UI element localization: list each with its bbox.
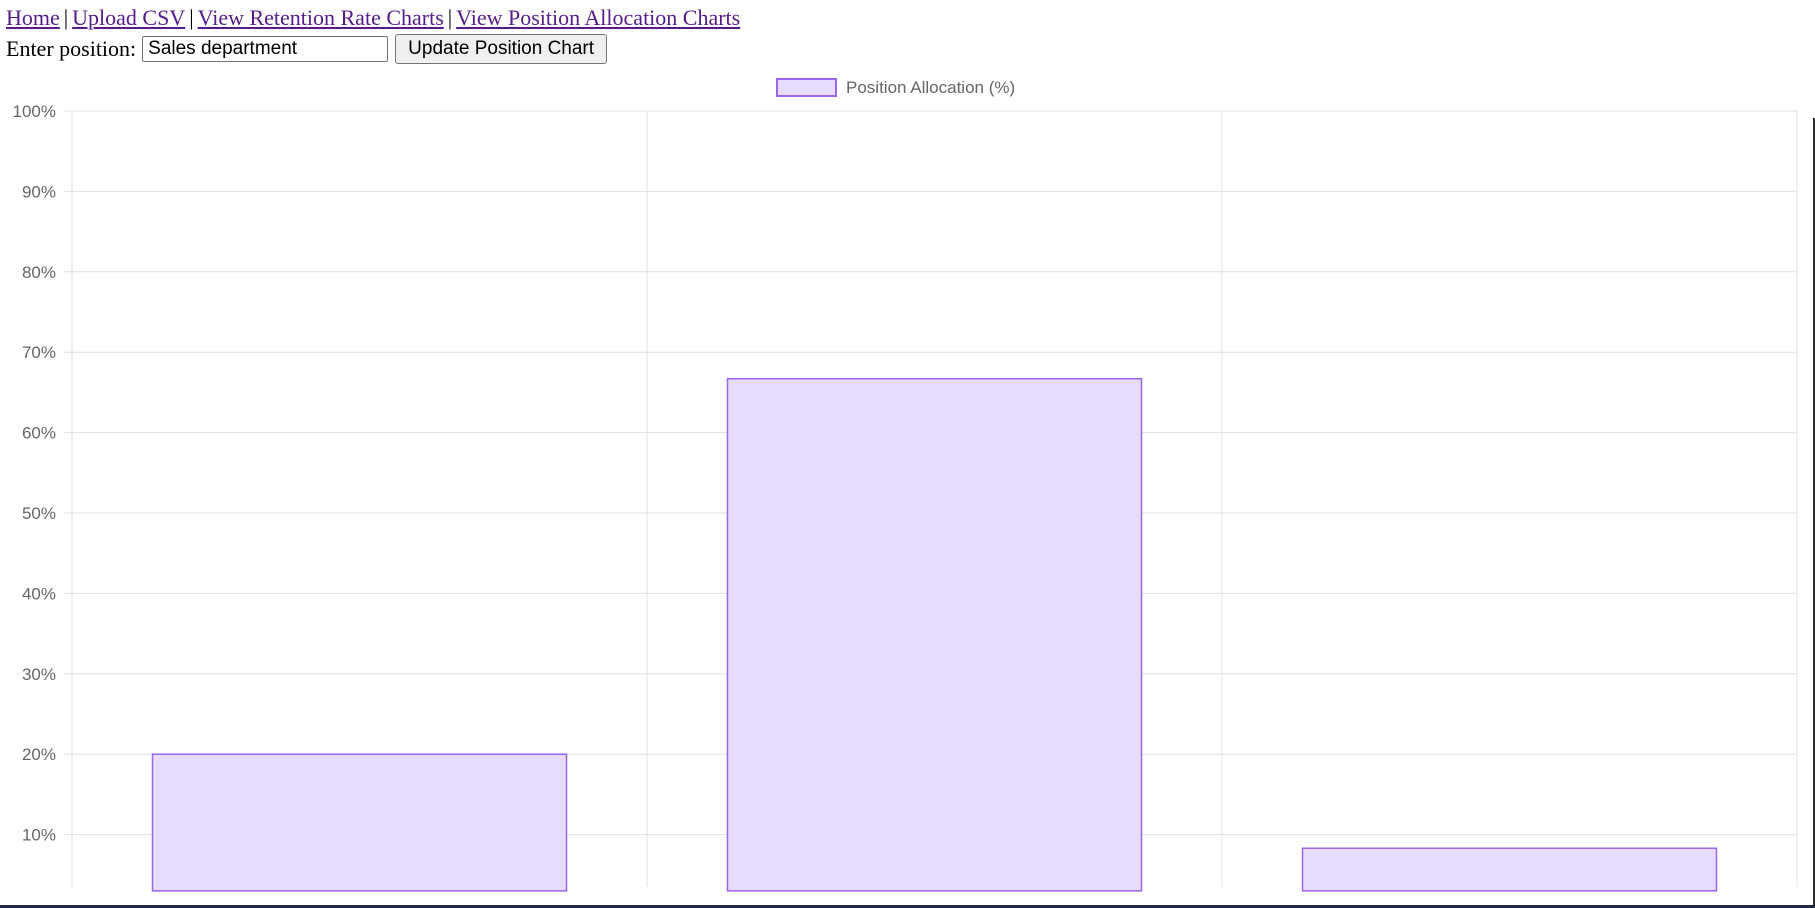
y-tick-label: 100% — [13, 102, 56, 121]
y-tick-label: 20% — [22, 745, 56, 764]
chart-canvas: Position Allocation (%) 10% 20% 30% 40% 50% 60… — [13, 78, 1798, 892]
nav-separator: | — [189, 5, 194, 30]
nav-link-position-charts[interactable]: View Position Allocation Charts — [456, 5, 741, 30]
y-tick-label: 90% — [22, 182, 56, 201]
y-tick-label: 80% — [22, 263, 56, 282]
nav-link-home[interactable]: Home — [6, 5, 60, 30]
y-tick-label: 50% — [22, 504, 56, 523]
nav-link-retention-charts[interactable]: View Retention Rate Charts — [197, 5, 444, 30]
bar — [1301, 847, 1718, 892]
legend-swatch — [776, 78, 837, 97]
bar — [726, 377, 1143, 892]
nav-separator: | — [447, 5, 453, 30]
bar — [151, 753, 568, 892]
position-form: Enter position: Update Position Chart — [6, 33, 608, 65]
top-nav: Home | Upload CSV | View Retention Rate Char… — [6, 4, 740, 32]
y-tick-label: 60% — [22, 424, 56, 443]
window-bottom-edge — [0, 905, 1815, 908]
y-tick-label: 30% — [22, 665, 56, 684]
position-input[interactable] — [142, 36, 389, 62]
position-allocation-chart: Position Allocation (%) 10% 20% 30% 40% 50% 60… — [0, 70, 1815, 908]
nav-link-upload-csv[interactable]: Upload CSV — [72, 5, 186, 30]
nav-separator: | — [63, 5, 69, 30]
legend-label: Position Allocation (%) — [846, 78, 1015, 97]
scrollbar-edge[interactable] — [1813, 118, 1815, 908]
y-tick-label: 10% — [22, 826, 56, 845]
y-tick-label: 40% — [22, 584, 56, 603]
position-label: Enter position: — [6, 36, 137, 61]
y-tick-label: 70% — [22, 343, 56, 362]
update-position-chart-button[interactable]: Update Position Chart — [395, 34, 608, 64]
